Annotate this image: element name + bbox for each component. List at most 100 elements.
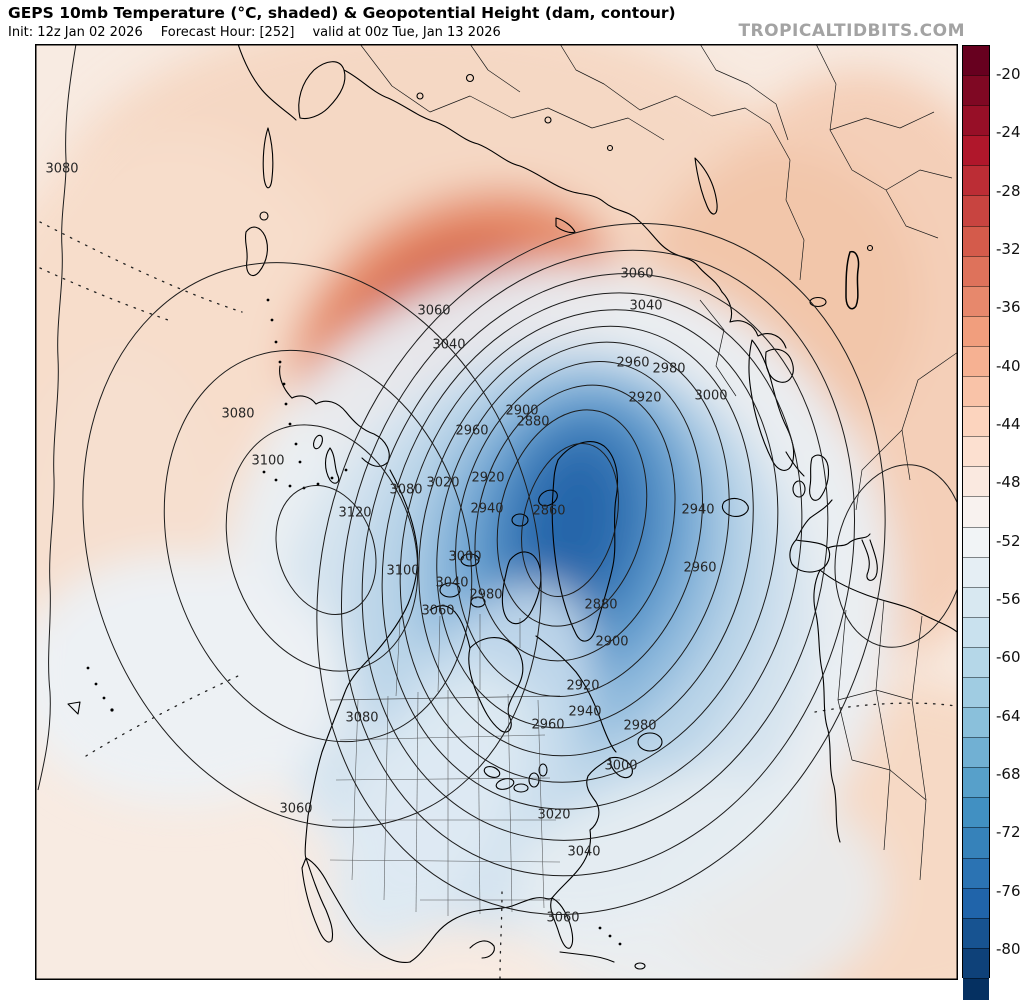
colorbar-tick: -76	[996, 881, 1021, 900]
colorbar-tick: -32	[996, 240, 1021, 259]
init-line: Init: 12z Jan 02 2026 Forecast Hour: [252…	[8, 25, 519, 40]
colorbar-tick: -28	[996, 181, 1021, 200]
contour-label: 2980	[469, 588, 502, 603]
contour-label: 2940	[470, 502, 503, 517]
contour-label: 3000	[604, 759, 637, 774]
dotted-lines	[39, 221, 957, 979]
colorbar-tick: -48	[996, 473, 1021, 492]
colorbar-cell	[963, 616, 989, 647]
contour-label: 3060	[417, 304, 450, 319]
colorbar-tick: -68	[996, 764, 1021, 783]
forecast-hour: Forecast Hour: [252]	[160, 25, 295, 40]
colorbar-cell	[963, 827, 989, 858]
colorbar-cell	[963, 406, 989, 437]
contour-label: 3040	[567, 845, 600, 860]
contour-label: 3040	[435, 576, 468, 591]
colorbar-tick: -24	[996, 123, 1021, 142]
contour-label: 3000	[448, 550, 481, 565]
contour-label: 2960	[616, 356, 649, 371]
colorbar-tick: -64	[996, 706, 1021, 725]
contour-label: 3060	[421, 604, 454, 619]
contour-label: 2940	[681, 503, 714, 518]
colorbar-cell	[963, 376, 989, 407]
colorbar-cell	[963, 556, 989, 587]
contour-label: 3060	[279, 802, 312, 817]
contour-label: 3120	[338, 506, 371, 521]
contour-label: 3080	[221, 407, 254, 422]
colorbar-cell	[963, 436, 989, 467]
colorbar-cell	[963, 676, 989, 708]
colorbar-cell	[963, 345, 989, 377]
colorbar-tick: -60	[996, 648, 1021, 667]
contour-label: 2960	[683, 561, 716, 576]
colorbar-cell	[963, 225, 989, 256]
colorbar-cell	[963, 977, 989, 1000]
contour-label: 3040	[629, 299, 662, 314]
colorbar-cell	[963, 285, 989, 316]
colorbar-cell	[963, 737, 989, 768]
country-borders	[359, 44, 958, 881]
colorbar-tick-labels: -20 -24 -28 -32 -36 -40 -44 -48 -52 -56 -60 -64 -68 -…	[996, 45, 1024, 978]
contour-label: 3100	[386, 564, 419, 579]
contour-label: 3000	[694, 389, 727, 404]
valid-time: valid at 00z Tue, Jan 13 2026	[312, 25, 501, 40]
colorbar-tick: -52	[996, 531, 1021, 550]
contour-label: 2920	[471, 471, 504, 486]
colorbar-tick: -44	[996, 415, 1021, 434]
colorbar-cell	[963, 466, 989, 497]
map-frame	[35, 44, 958, 980]
contour-label: 2980	[652, 362, 685, 377]
watermark: TROPICALTIDBITS.COM	[738, 21, 965, 41]
contour-label: 2900	[595, 635, 628, 650]
contour-label: 3040	[432, 338, 465, 353]
colorbar-tick: -72	[996, 823, 1021, 842]
contour-label: 3060	[546, 911, 579, 926]
coastlines	[67, 44, 958, 970]
colorbar-tick: -20	[996, 65, 1021, 84]
colorbar-cell	[963, 105, 989, 136]
colorbar-tick: -80	[996, 939, 1021, 958]
contour-label: 3060	[620, 267, 653, 282]
contour-label: 2880	[516, 415, 549, 430]
contour-label: 3020	[426, 476, 459, 491]
contour-label: 2920	[566, 679, 599, 694]
colorbar-tick: -40	[996, 356, 1021, 375]
colorbar-cell	[963, 917, 989, 948]
page-title: GEPS 10mb Temperature (°C, shaded) & Geo…	[8, 4, 676, 22]
contour-label: 2900	[505, 404, 538, 419]
contour-label: 3020	[537, 808, 570, 823]
colorbar-cell	[963, 767, 989, 798]
colorbar-cell	[963, 165, 989, 196]
contour-label: 3080	[45, 162, 78, 177]
colorbar-cell	[963, 496, 989, 527]
colorbar-cell	[963, 586, 989, 617]
colorbar-cell	[963, 646, 989, 677]
colorbar-cell	[963, 255, 989, 286]
contour-label: 2960	[531, 718, 564, 733]
colorbar-cell	[963, 315, 989, 346]
colorbar-cell	[963, 75, 989, 106]
state-borders	[329, 614, 561, 916]
contour-label: 3080	[389, 483, 422, 498]
colorbar-cell	[963, 46, 989, 76]
colorbar-cell	[963, 947, 989, 978]
colorbar	[962, 45, 990, 1000]
contour-label: 2980	[623, 719, 656, 734]
colorbar-tick: -36	[996, 298, 1021, 317]
height-contours	[37, 44, 958, 915]
colorbar-cell	[963, 526, 989, 557]
colorbar-tick: -56	[996, 589, 1021, 608]
contour-label: 2920	[628, 391, 661, 406]
contour-label: 3100	[251, 454, 284, 469]
init-time: Init: 12z Jan 02 2026	[8, 25, 143, 40]
map-canvas: 3080 3060 3040 3060 3040 2960 2980 2920 3000 2900…	[35, 44, 958, 980]
colorbar-cell	[963, 887, 989, 918]
contour-label: 2960	[455, 424, 488, 439]
colorbar-cell	[963, 195, 989, 226]
colorbar-cell	[963, 797, 989, 828]
colorbar-cell	[963, 707, 989, 738]
colorbar-cell	[963, 135, 989, 166]
